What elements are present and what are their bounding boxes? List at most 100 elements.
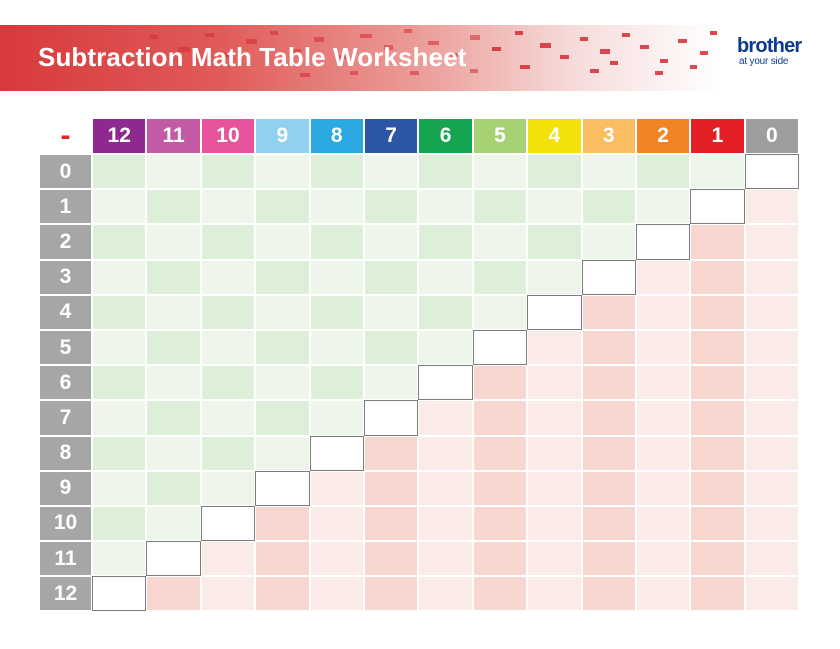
answer-cell[interactable] <box>635 470 691 506</box>
answer-cell[interactable] <box>527 224 582 260</box>
answer-cell[interactable] <box>472 505 528 542</box>
answer-cell[interactable] <box>146 505 201 542</box>
answer-cell[interactable] <box>527 435 582 471</box>
answer-cell[interactable] <box>363 224 419 260</box>
answer-cell[interactable] <box>255 224 310 260</box>
answer-cell[interactable] <box>363 505 419 542</box>
answer-cell[interactable] <box>635 541 691 577</box>
answer-cell[interactable] <box>581 294 636 330</box>
answer-cell[interactable] <box>363 576 419 612</box>
answer-cell[interactable] <box>255 294 310 330</box>
answer-cell[interactable] <box>581 470 636 506</box>
answer-cell[interactable] <box>690 224 745 260</box>
answer-cell[interactable] <box>472 435 528 471</box>
answer-cell[interactable] <box>363 154 419 190</box>
answer-cell[interactable] <box>635 294 691 330</box>
answer-cell[interactable] <box>309 259 364 295</box>
answer-cell[interactable] <box>92 224 147 260</box>
answer-cell[interactable] <box>146 365 201 401</box>
answer-cell[interactable] <box>744 400 800 436</box>
answer-cell[interactable] <box>472 329 528 366</box>
answer-cell[interactable] <box>635 576 691 612</box>
answer-cell[interactable] <box>309 435 364 471</box>
answer-cell[interactable] <box>690 154 745 190</box>
answer-cell[interactable] <box>581 224 636 260</box>
answer-cell[interactable] <box>255 154 310 190</box>
answer-cell[interactable] <box>418 541 473 577</box>
answer-cell[interactable] <box>309 541 364 577</box>
answer-cell[interactable] <box>92 470 147 506</box>
answer-cell[interactable] <box>309 470 364 506</box>
answer-cell[interactable] <box>418 224 473 260</box>
answer-cell[interactable] <box>92 541 147 577</box>
answer-cell[interactable] <box>581 576 636 612</box>
answer-cell[interactable] <box>200 505 256 542</box>
answer-cell[interactable] <box>309 224 364 260</box>
answer-cell[interactable] <box>635 329 691 366</box>
answer-cell[interactable] <box>363 365 419 401</box>
answer-cell[interactable] <box>92 435 147 471</box>
answer-cell[interactable] <box>744 294 800 330</box>
answer-cell[interactable] <box>635 259 691 295</box>
answer-cell[interactable] <box>581 505 636 542</box>
answer-cell[interactable] <box>527 576 582 612</box>
answer-cell[interactable] <box>200 400 256 436</box>
answer-cell[interactable] <box>635 189 691 225</box>
answer-cell[interactable] <box>635 154 691 190</box>
answer-cell[interactable] <box>418 189 473 225</box>
answer-cell[interactable] <box>200 435 256 471</box>
answer-cell[interactable] <box>92 505 147 542</box>
answer-cell[interactable] <box>744 365 800 401</box>
answer-cell[interactable] <box>744 576 800 612</box>
answer-cell[interactable] <box>527 189 582 225</box>
answer-cell[interactable] <box>200 576 256 612</box>
answer-cell[interactable] <box>255 470 310 506</box>
answer-cell[interactable] <box>255 329 310 366</box>
answer-cell[interactable] <box>92 365 147 401</box>
answer-cell[interactable] <box>527 365 582 401</box>
answer-cell[interactable] <box>146 329 201 366</box>
answer-cell[interactable] <box>635 365 691 401</box>
answer-cell[interactable] <box>255 365 310 401</box>
answer-cell[interactable] <box>92 189 147 225</box>
answer-cell[interactable] <box>146 470 201 506</box>
answer-cell[interactable] <box>690 329 745 366</box>
answer-cell[interactable] <box>690 400 745 436</box>
answer-cell[interactable] <box>527 505 582 542</box>
answer-cell[interactable] <box>255 435 310 471</box>
answer-cell[interactable] <box>472 541 528 577</box>
answer-cell[interactable] <box>472 259 528 295</box>
answer-cell[interactable] <box>527 400 582 436</box>
answer-cell[interactable] <box>363 294 419 330</box>
answer-cell[interactable] <box>744 541 800 577</box>
answer-cell[interactable] <box>363 541 419 577</box>
answer-cell[interactable] <box>527 541 582 577</box>
answer-cell[interactable] <box>309 365 364 401</box>
answer-cell[interactable] <box>744 505 800 542</box>
answer-cell[interactable] <box>472 470 528 506</box>
answer-cell[interactable] <box>472 400 528 436</box>
answer-cell[interactable] <box>92 259 147 295</box>
answer-cell[interactable] <box>690 435 745 471</box>
answer-cell[interactable] <box>200 329 256 366</box>
answer-cell[interactable] <box>527 294 582 330</box>
answer-cell[interactable] <box>635 224 691 260</box>
answer-cell[interactable] <box>200 224 256 260</box>
answer-cell[interactable] <box>92 576 147 612</box>
answer-cell[interactable] <box>744 470 800 506</box>
answer-cell[interactable] <box>200 541 256 577</box>
answer-cell[interactable] <box>472 224 528 260</box>
answer-cell[interactable] <box>146 189 201 225</box>
answer-cell[interactable] <box>635 435 691 471</box>
answer-cell[interactable] <box>690 576 745 612</box>
answer-cell[interactable] <box>146 576 201 612</box>
answer-cell[interactable] <box>363 189 419 225</box>
answer-cell[interactable] <box>363 435 419 471</box>
answer-cell[interactable] <box>200 294 256 330</box>
answer-cell[interactable] <box>363 470 419 506</box>
answer-cell[interactable] <box>200 189 256 225</box>
answer-cell[interactable] <box>581 541 636 577</box>
answer-cell[interactable] <box>363 259 419 295</box>
answer-cell[interactable] <box>744 224 800 260</box>
answer-cell[interactable] <box>92 154 147 190</box>
